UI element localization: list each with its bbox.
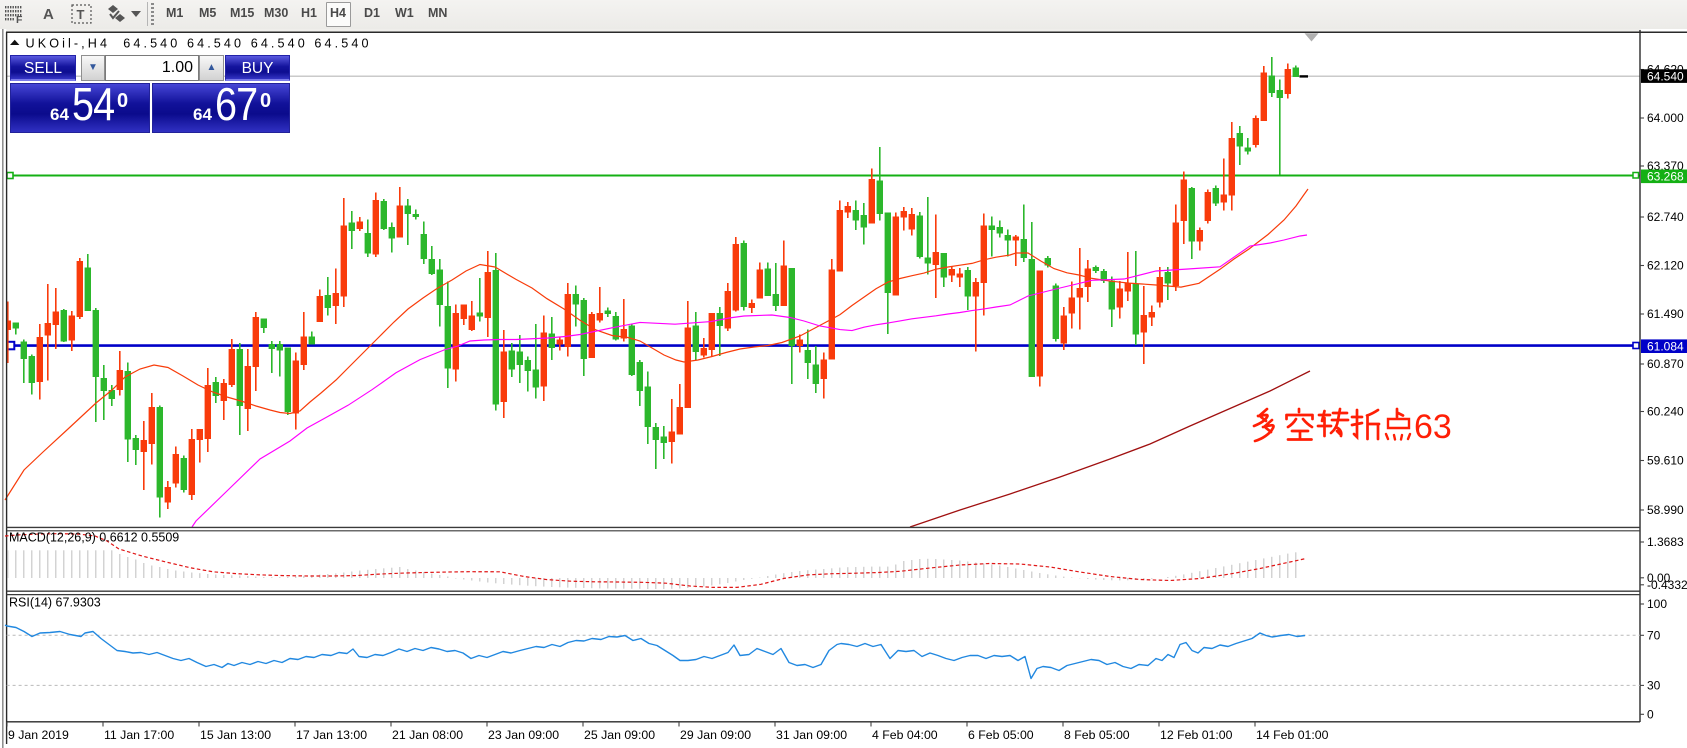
svg-text:25 Jan 09:00: 25 Jan 09:00 (584, 728, 655, 742)
svg-text:61.490: 61.490 (1647, 307, 1684, 321)
svg-text:12 Feb 01:00: 12 Feb 01:00 (1160, 728, 1233, 742)
svg-text:62.740: 62.740 (1647, 210, 1684, 224)
svg-text:0: 0 (1647, 708, 1654, 722)
svg-text:MACD(12,26,9) 0.6612 0.5509: MACD(12,26,9) 0.6612 0.5509 (9, 531, 179, 545)
svg-text:RSI(14) 67.9303: RSI(14) 67.9303 (9, 596, 101, 610)
svg-text:64.000: 64.000 (1647, 111, 1684, 125)
svg-text:63: 63 (1414, 408, 1452, 446)
svg-text:1.3683: 1.3683 (1647, 535, 1684, 549)
svg-text:31 Jan 09:00: 31 Jan 09:00 (776, 728, 847, 742)
svg-text:61.084: 61.084 (1647, 340, 1684, 354)
svg-text:17 Jan 13:00: 17 Jan 13:00 (296, 728, 367, 742)
svg-text:A: A (43, 6, 54, 23)
svg-text:60.240: 60.240 (1647, 405, 1684, 419)
svg-text:15 Jan 13:00: 15 Jan 13:00 (200, 728, 271, 742)
svg-text:23 Jan 09:00: 23 Jan 09:00 (488, 728, 559, 742)
svg-text:T: T (77, 7, 85, 22)
svg-text:21 Jan 08:00: 21 Jan 08:00 (392, 728, 463, 742)
svg-text:59.610: 59.610 (1647, 454, 1684, 468)
svg-text:64.540: 64.540 (1647, 70, 1684, 84)
svg-text:70: 70 (1647, 629, 1661, 643)
svg-text:F: F (16, 14, 23, 26)
svg-text:8 Feb 05:00: 8 Feb 05:00 (1064, 728, 1130, 742)
svg-text:60.870: 60.870 (1647, 357, 1684, 371)
svg-text:0.00: 0.00 (1647, 571, 1671, 585)
svg-text:11 Jan 17:00: 11 Jan 17:00 (104, 728, 174, 742)
svg-text:63.268: 63.268 (1647, 170, 1684, 184)
svg-text:4 Feb 04:00: 4 Feb 04:00 (872, 728, 938, 742)
svg-text:14 Feb 01:00: 14 Feb 01:00 (1256, 728, 1329, 742)
svg-text:UKOil-,H4 64.540 64.540 64.54: UKOil-,H4 64.540 64.540 64.540 64.540 (26, 36, 372, 50)
svg-text:29 Jan 09:00: 29 Jan 09:00 (680, 728, 751, 742)
svg-text:9 Jan 2019: 9 Jan 2019 (8, 728, 69, 742)
svg-text:100: 100 (1647, 597, 1667, 611)
svg-text:30: 30 (1647, 679, 1661, 693)
svg-text:62.120: 62.120 (1647, 259, 1684, 273)
svg-text:58.990: 58.990 (1647, 503, 1684, 517)
svg-text:-0.4332: -0.4332 (1647, 578, 1687, 592)
svg-text:6 Feb 05:00: 6 Feb 05:00 (968, 728, 1034, 742)
